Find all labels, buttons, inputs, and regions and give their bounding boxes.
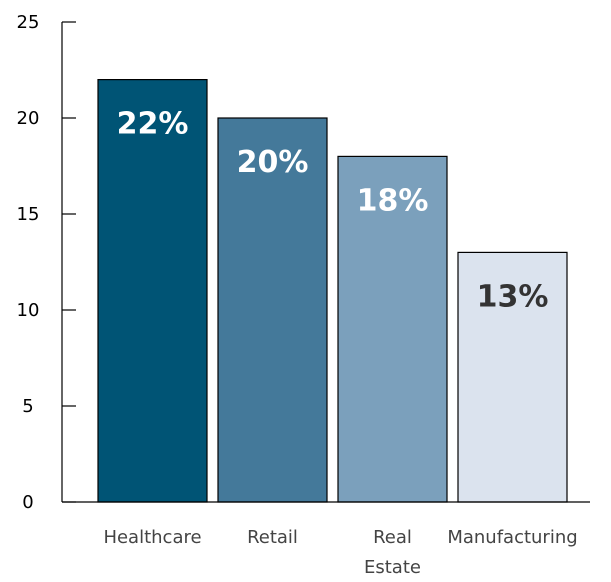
y-tick-label: 25: [17, 12, 40, 33]
y-tick-label: 20: [17, 108, 40, 129]
bar-data-label: 22%: [117, 107, 189, 142]
y-tick-label: 15: [17, 204, 40, 225]
x-tick-label-line: Estate: [364, 557, 421, 578]
x-tick-label: Real Estate: [364, 527, 421, 578]
x-tick-label: Retail: [247, 527, 298, 548]
plot-area: 22% 20% 18% 13%: [98, 80, 567, 502]
x-tick-label-line: Healthcare: [103, 527, 201, 548]
x-axis: Healthcare Retail Real Estate Manufacturing: [62, 502, 590, 578]
x-tick-label: Manufacturing: [447, 527, 577, 548]
x-tick-label-line: Retail: [247, 527, 298, 548]
x-tick-label-line: Manufacturing: [447, 527, 577, 548]
bar-data-label: 13%: [477, 279, 549, 314]
y-tick-label: 10: [17, 300, 40, 321]
bar-data-label: 20%: [237, 145, 309, 180]
y-tick-label: 5: [22, 396, 33, 417]
bar-data-label: 18%: [357, 183, 429, 218]
y-axis: 0 5 10 15 20 25: [17, 12, 76, 513]
x-tick-label-line: Real: [373, 527, 412, 548]
x-tick-label: Healthcare: [103, 527, 201, 548]
y-tick-label: 0: [22, 492, 33, 513]
bar-0: [98, 80, 207, 502]
